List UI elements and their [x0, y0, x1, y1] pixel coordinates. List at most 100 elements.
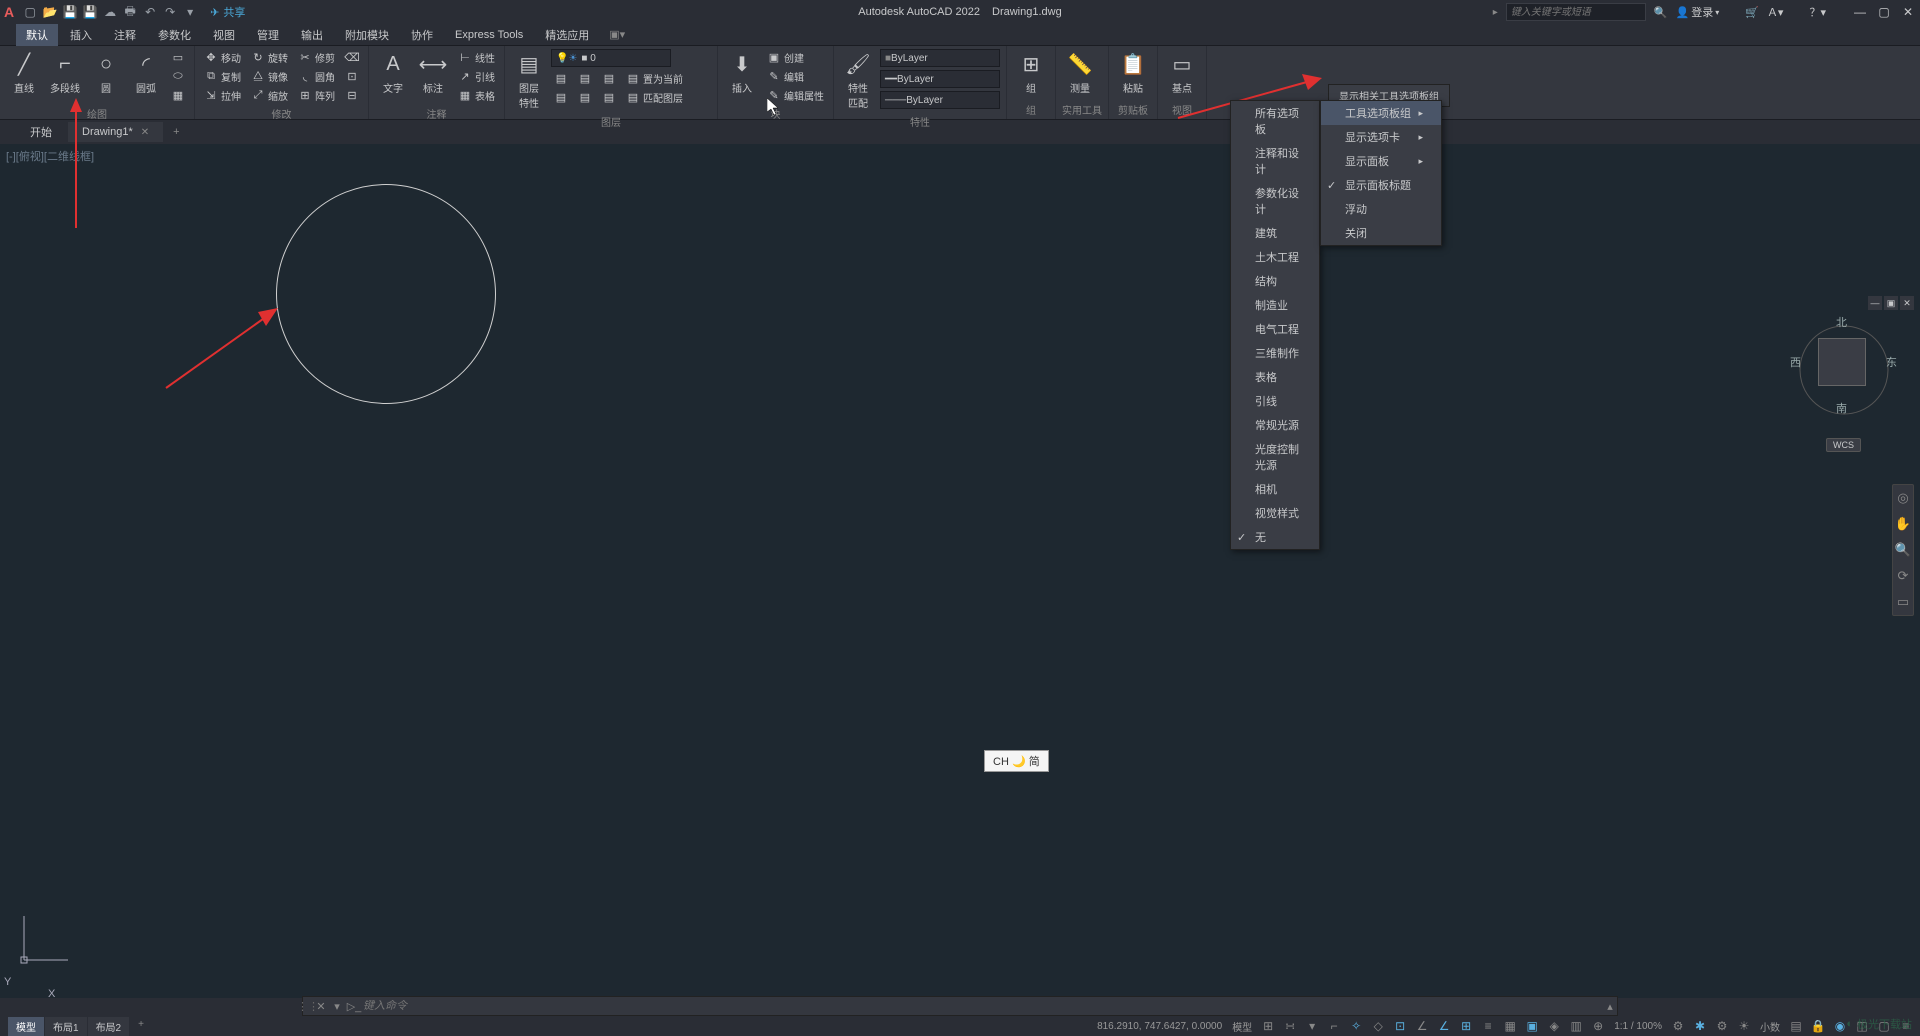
layer-props-button[interactable]: ▤图层 特性 [511, 48, 547, 112]
panel-layer-label[interactable]: 图层 [511, 112, 711, 131]
dynamic-input-icon[interactable]: ⊞ [1456, 1017, 1476, 1035]
tab-featured[interactable]: 精选应用 [535, 24, 599, 46]
vc-west[interactable]: 西 [1790, 354, 1801, 370]
ctx-electrical[interactable]: 电气工程 [1231, 317, 1319, 341]
tab-output[interactable]: 输出 [291, 24, 333, 46]
ctx-close[interactable]: 关闭 [1321, 221, 1441, 245]
layer-tool2[interactable]: ▤ [575, 69, 595, 87]
snap-toggle-icon[interactable]: ∺ [1280, 1017, 1300, 1035]
panel-measure-label[interactable]: 实用工具 [1062, 100, 1102, 119]
cmd-close-icon[interactable]: ✕ [313, 1000, 329, 1013]
cmd-expand-icon[interactable]: ▴ [1603, 1000, 1617, 1013]
undo-icon[interactable]: ↶ [142, 4, 158, 20]
layer-setcurrent-button[interactable]: ▤置为当前 [623, 69, 686, 87]
help-icon[interactable]: ？▾ [1809, 4, 1826, 20]
new-icon[interactable]: ▢ [22, 4, 38, 20]
ellipse-button[interactable]: ⬭ [168, 67, 188, 85]
layout-add-button[interactable]: + [130, 1017, 152, 1036]
linetype-combo[interactable]: ─── ByLayer [880, 91, 1000, 109]
block-create-button[interactable]: ▣创建 [764, 48, 827, 66]
ctx-tool-palette-group[interactable]: 工具选项板组▸ [1321, 101, 1441, 125]
leader-button[interactable]: ↗引线 [455, 67, 498, 85]
line-button[interactable]: ╱直线 [6, 48, 42, 97]
ctx-tables[interactable]: 表格 [1231, 365, 1319, 389]
cart-icon[interactable]: 🛒 [1745, 6, 1759, 19]
layer-tool1[interactable]: ▤ [551, 69, 571, 87]
tab-insert[interactable]: 插入 [60, 24, 102, 46]
ctx-3d-make[interactable]: 三维制作 [1231, 341, 1319, 365]
tab-parametric[interactable]: 参数化 [148, 24, 201, 46]
panel-group-label[interactable]: 组 [1013, 100, 1049, 119]
layout-2[interactable]: 布局2 [88, 1017, 130, 1036]
wcs-badge[interactable]: WCS [1826, 438, 1861, 452]
nav-wheel-icon[interactable]: ◎ [1894, 489, 1912, 507]
ctx-parametric[interactable]: 参数化设计 [1231, 181, 1319, 221]
tab-collaborate[interactable]: 协作 [401, 24, 443, 46]
ctx-all-palettes[interactable]: 所有选项板 [1231, 101, 1319, 141]
vc-north[interactable]: 北 [1836, 314, 1847, 330]
lineweight-combo[interactable]: ━━ ByLayer [880, 70, 1000, 88]
copy-button[interactable]: ⧉复制 [201, 67, 244, 85]
gizmo-icon[interactable]: ⊕ [1588, 1017, 1608, 1035]
web-icon[interactable]: ☁ [102, 4, 118, 20]
ctx-none[interactable]: ✓无 [1231, 525, 1319, 549]
3dosnap-toggle-icon[interactable]: ∠ [1412, 1017, 1432, 1035]
cmd-history-icon[interactable]: ▾ [329, 1000, 345, 1013]
units-readout[interactable]: 小数 [1756, 1019, 1784, 1034]
vc-south[interactable]: 南 [1836, 400, 1847, 416]
minimize-button[interactable]: — [1852, 4, 1868, 20]
open-icon[interactable]: 📂 [42, 4, 58, 20]
ctx-structural[interactable]: 结构 [1231, 269, 1319, 293]
tab-express[interactable]: Express Tools [445, 26, 533, 44]
osnap-toggle-icon[interactable]: ⊡ [1390, 1017, 1410, 1035]
circle-button[interactable]: ○圆 [88, 48, 124, 97]
workspace-icon[interactable]: ⚙ [1712, 1017, 1732, 1035]
ctx-float[interactable]: 浮动 [1321, 197, 1441, 221]
nav-orbit-icon[interactable]: ⟳ [1894, 567, 1912, 585]
redo-icon[interactable]: ↷ [162, 4, 178, 20]
tab-annotate[interactable]: 注释 [104, 24, 146, 46]
layer-match-button[interactable]: ▤匹配图层 [623, 88, 686, 106]
layer-tool4[interactable]: ▤ [551, 88, 571, 106]
plot-icon[interactable]: 🖶 [122, 4, 138, 20]
insert-button[interactable]: ⬇插入 [724, 48, 760, 97]
rotate-button[interactable]: ↻旋转 [248, 48, 291, 66]
cmd-handle[interactable]: ⋮⋮ [303, 1000, 313, 1013]
viewcube[interactable]: 北 西 东 南 WCS [1796, 308, 1896, 448]
tab-manage[interactable]: 管理 [247, 24, 289, 46]
nav-pan-icon[interactable]: ✋ [1894, 515, 1912, 533]
layer-tool3[interactable]: ▤ [599, 69, 619, 87]
layout-1[interactable]: 布局1 [45, 1017, 87, 1036]
arc-button[interactable]: ◜圆弧 [128, 48, 164, 97]
circle-entity[interactable] [276, 184, 496, 404]
ctx-annotation-design[interactable]: 注释和设计 [1231, 141, 1319, 181]
trim-button[interactable]: ✂修剪 [295, 48, 338, 66]
ctx-photometric-lights[interactable]: 光度控制光源 [1231, 437, 1319, 477]
array-button[interactable]: ⊞阵列 [295, 86, 338, 104]
ortho-toggle-icon[interactable]: ⌐ [1324, 1017, 1344, 1035]
ctx-cameras[interactable]: 相机 [1231, 477, 1319, 501]
tab-close-icon[interactable]: ✕ [141, 127, 149, 138]
ctx-show-panels[interactable]: 显示面板▸ [1321, 149, 1441, 173]
layer-combo[interactable]: 💡☀■ 0 [551, 49, 671, 67]
layout-model[interactable]: 模型 [8, 1017, 44, 1036]
iso-toggle-icon[interactable]: ◇ [1368, 1017, 1388, 1035]
zoom-readout[interactable]: 1:1 / 100% [1610, 1021, 1666, 1032]
share-button[interactable]: ✈ 共享 [210, 4, 245, 20]
saveas-icon[interactable]: 💾 [82, 4, 98, 20]
login-button[interactable]: 👤 登录 ▾ [1676, 4, 1720, 20]
annovis-icon[interactable]: ✱ [1690, 1017, 1710, 1035]
selection-filter-icon[interactable]: ▥ [1566, 1017, 1586, 1035]
panel-modify-label[interactable]: 修改 [201, 104, 362, 123]
layer-tool6[interactable]: ▤ [599, 88, 619, 106]
ctx-visual-styles[interactable]: 视觉样式 [1231, 501, 1319, 525]
ucs-icon[interactable] [16, 908, 76, 968]
vc-east[interactable]: 东 [1886, 354, 1897, 370]
drawing-canvas[interactable]: [-][俯视][二维线框] Y X — ▣ ✕ 北 西 东 南 WCS ◎ ✋ … [0, 144, 1920, 998]
selection-cycling-icon[interactable]: ▣ [1522, 1017, 1542, 1035]
panel-properties-label[interactable]: 特性 [840, 112, 1000, 131]
measure-button[interactable]: 📏测量 [1062, 48, 1098, 97]
rect-button[interactable]: ▭ [168, 48, 188, 66]
linear-button[interactable]: ⊢线性 [455, 48, 498, 66]
polyline-button[interactable]: ⌐多段线 [46, 48, 84, 97]
